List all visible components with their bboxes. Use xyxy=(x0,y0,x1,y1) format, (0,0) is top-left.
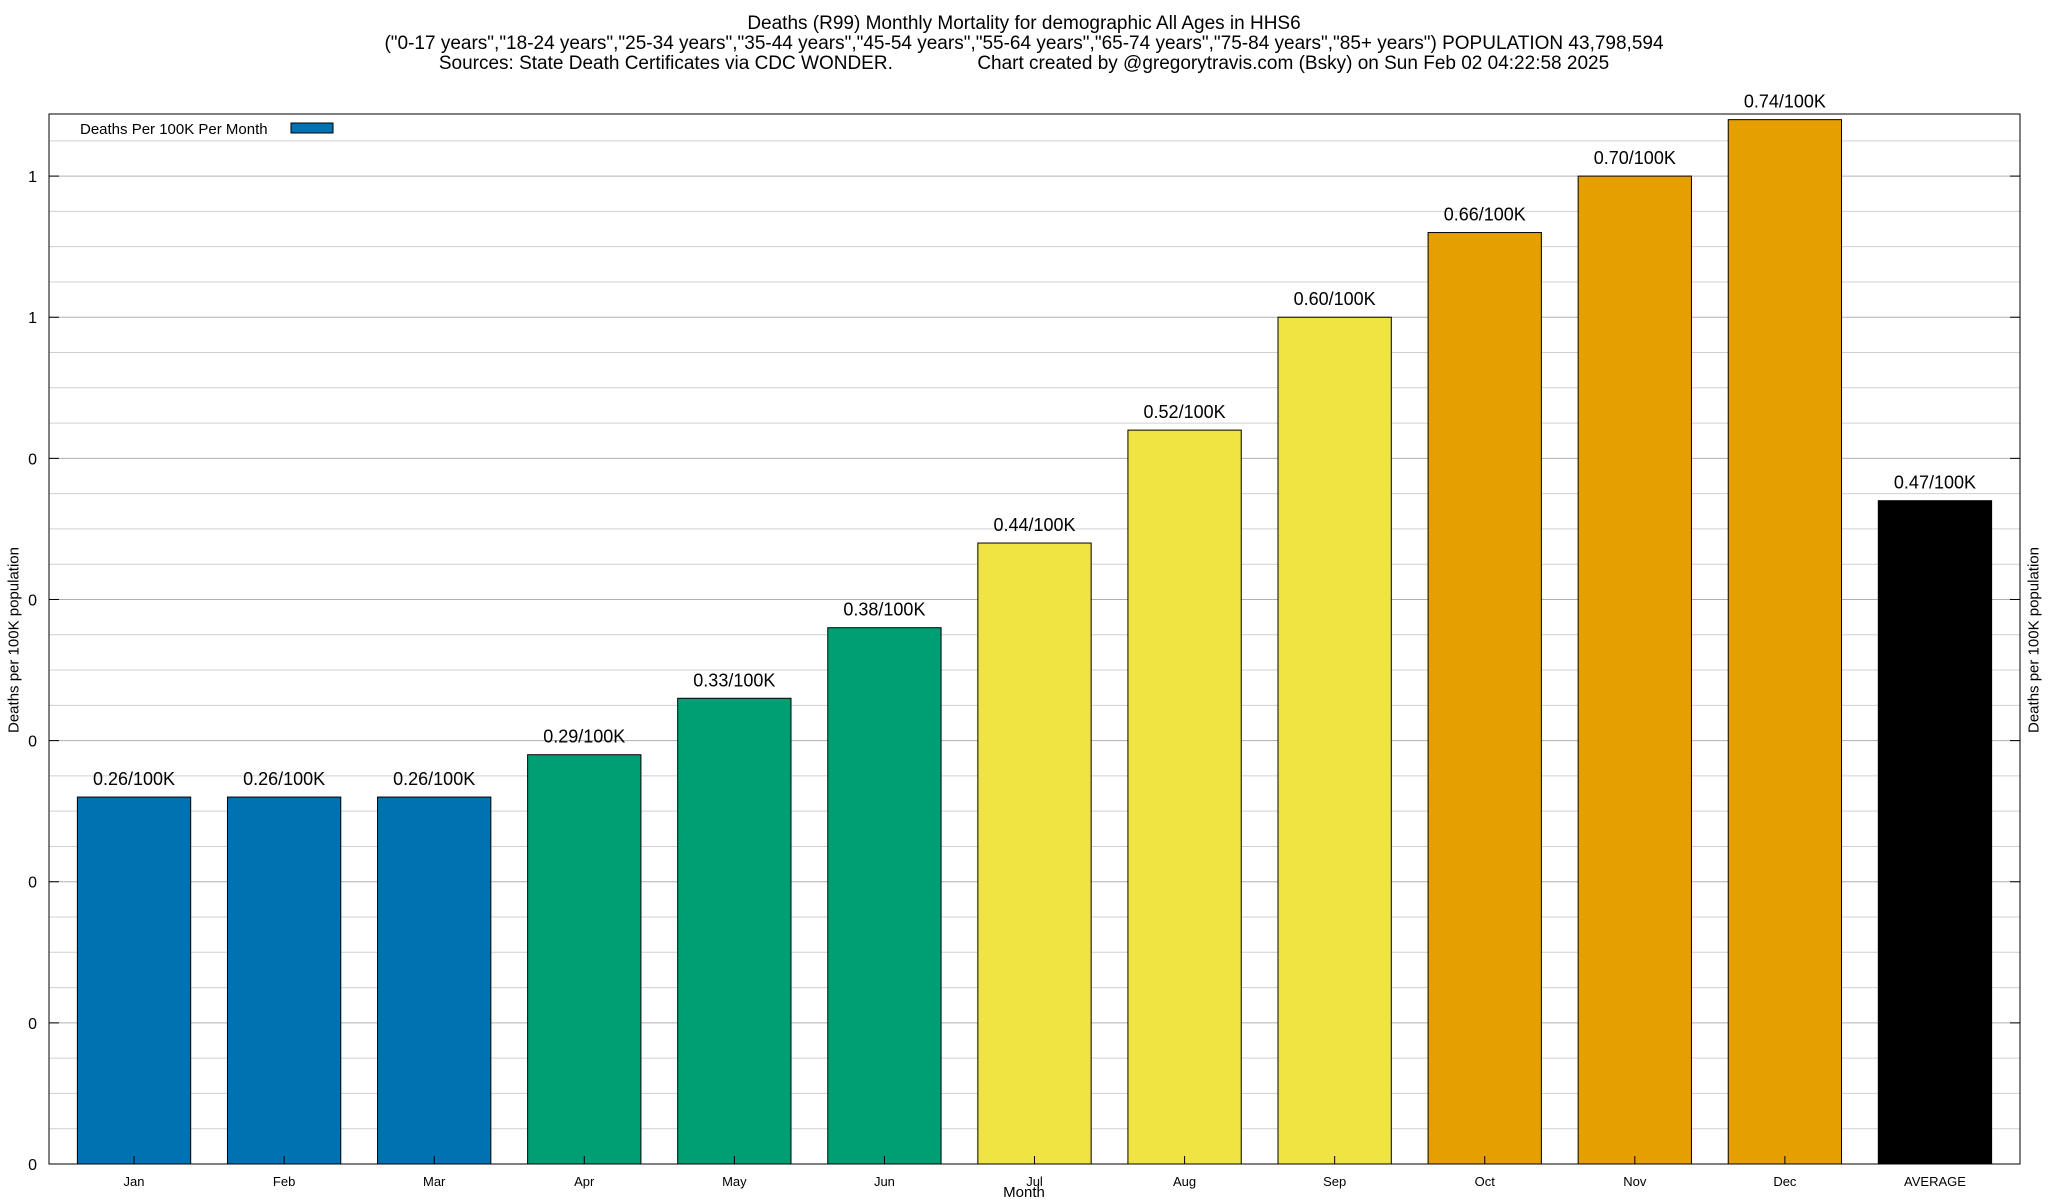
x-tick-label: Nov xyxy=(1623,1174,1647,1189)
bar-value-label: 0.29/100K xyxy=(543,727,625,747)
bar-oct xyxy=(1427,232,1542,1165)
y-tick-label: 1 xyxy=(28,310,37,327)
x-tick-label: Jun xyxy=(874,1174,895,1189)
bar-value-label: 0.74/100K xyxy=(1744,92,1826,112)
y-axis-label-left: Deaths per 100K population xyxy=(5,547,23,733)
y-tick-label: 0 xyxy=(28,451,37,468)
legend-swatch xyxy=(290,122,334,134)
bar-jul xyxy=(977,542,1092,1165)
chart-title-block: Deaths (R99) Monthly Mortality for demog… xyxy=(0,14,2048,74)
x-tick-label: Mar xyxy=(423,1174,446,1189)
y-tick-label: 0 xyxy=(28,734,37,751)
bar-jun xyxy=(827,627,942,1165)
bar-value-label: 0.66/100K xyxy=(1444,205,1526,225)
x-tick-label: Jan xyxy=(124,1174,145,1189)
bar-value-label: 0.26/100K xyxy=(393,769,475,789)
x-tick-label: AVERAGE xyxy=(1904,1174,1966,1189)
bar-value-label: 0.70/100K xyxy=(1594,148,1676,168)
y-tick-label: 0 xyxy=(28,1157,37,1174)
x-tick-label: Aug xyxy=(1173,1174,1196,1189)
bar-may xyxy=(677,697,792,1165)
bar-apr xyxy=(527,754,642,1165)
bar-nov xyxy=(1577,175,1692,1165)
y-tick-label: 0 xyxy=(28,592,37,609)
chart-subtitle-sources: Sources: State Death Certificates via CD… xyxy=(438,53,1610,74)
bar-value-label: 0.33/100K xyxy=(693,670,775,690)
bar-value-label: 0.60/100K xyxy=(1294,289,1376,309)
bar-value-label: 0.47/100K xyxy=(1894,473,1976,493)
legend-label: Deaths Per 100K Per Month xyxy=(80,121,268,138)
x-tick-label: May xyxy=(722,1174,747,1189)
y-tick-label: 1 xyxy=(28,169,37,186)
bar-value-label: 0.38/100K xyxy=(843,600,925,620)
y-tick-label: 0 xyxy=(28,1016,37,1033)
chart-title: Deaths (R99) Monthly Mortality for demog… xyxy=(747,13,1301,34)
y-tick-label: 0 xyxy=(28,875,37,892)
x-tick-label: Dec xyxy=(1773,1174,1797,1189)
chart-subtitle-demographics: ("0-17 years","18-24 years","25-34 years… xyxy=(384,33,1664,54)
bar-jan xyxy=(76,796,192,1165)
x-tick-label: Apr xyxy=(574,1174,595,1189)
bar-aug xyxy=(1127,429,1242,1165)
bar-sep xyxy=(1277,316,1392,1165)
x-tick-label: Sep xyxy=(1323,1174,1346,1189)
x-tick-label: Feb xyxy=(273,1174,295,1189)
bar-mar xyxy=(377,796,492,1165)
bar-value-label: 0.52/100K xyxy=(1144,402,1226,422)
x-axis-label: Month xyxy=(1003,1184,1045,1201)
bar-feb xyxy=(226,796,342,1165)
bar-average xyxy=(1877,500,1993,1165)
bar-value-label: 0.26/100K xyxy=(93,769,175,789)
bar-dec xyxy=(1727,119,1843,1165)
x-tick-label: Oct xyxy=(1475,1174,1496,1189)
bar-value-label: 0.44/100K xyxy=(993,515,1075,535)
x-tick-label: Jul xyxy=(1026,1174,1043,1189)
bar-value-label: 0.26/100K xyxy=(243,769,325,789)
y-axis-label-right: Deaths per 100K population xyxy=(2025,547,2043,733)
